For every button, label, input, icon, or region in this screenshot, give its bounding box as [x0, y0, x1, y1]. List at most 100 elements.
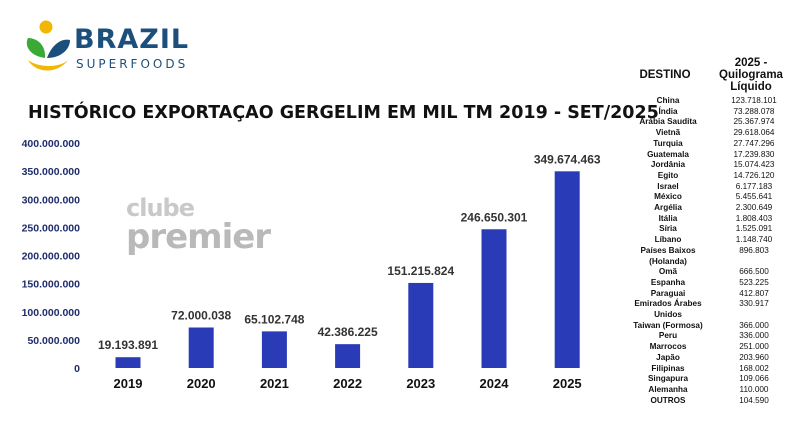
row-valor: 666.500	[739, 267, 769, 277]
header-destino: DESTINO	[639, 69, 691, 81]
row-destino: Jordânia	[650, 160, 686, 170]
row-valor: 14.726.120	[733, 170, 775, 180]
bar	[408, 282, 434, 368]
y-tick-label: 250.000.000	[22, 222, 81, 234]
row-valor: 5.455.641	[735, 192, 773, 202]
table-row: Jordânia 15.074.423	[622, 160, 794, 171]
row-destino: Taiwan (Formosa)	[633, 320, 703, 330]
y-tick-label: 0	[74, 363, 80, 375]
table-row: Taiwan (Formosa) 366.000	[622, 321, 794, 332]
row-destino: Singapura	[647, 374, 689, 384]
brand-name: BRAZIL	[74, 24, 190, 55]
row-destino: Paraguai	[650, 288, 686, 298]
table-row: Espanha 523.225	[622, 278, 794, 289]
x-tick-label: 2022	[333, 376, 362, 391]
row-destino: Índia	[658, 106, 678, 116]
row-valor: 896.803	[739, 245, 769, 255]
row-destino: Argélia	[654, 203, 682, 213]
table-row: Turquia 27.747.296	[622, 139, 794, 150]
x-tick-label: 2024	[480, 376, 510, 391]
brand-tagline: SUPERFOODS	[76, 57, 189, 71]
bar	[261, 331, 287, 368]
table-row: Itália 1.808.403	[622, 214, 794, 225]
x-tick-label: 2025	[553, 376, 582, 391]
data-label: 349.674.463	[534, 152, 601, 166]
x-tick-label: 2020	[187, 376, 216, 391]
row-destino: Omã	[658, 267, 678, 277]
row-valor: 1.148.740	[735, 235, 773, 245]
row-destino: China	[656, 96, 680, 105]
row-valor: 29.618.064	[733, 128, 775, 138]
table-row: China 123.718.101	[622, 96, 794, 107]
row-valor: 123.718.101	[731, 96, 777, 105]
row-destino: Vietnã	[655, 128, 681, 138]
table-row: Paraguai 412.807	[622, 289, 794, 300]
x-tick-label: 2023	[406, 376, 435, 391]
row-destino: Itália	[658, 213, 678, 223]
row-destino: Turquia	[653, 138, 683, 148]
row-valor: 1.808.403	[735, 213, 773, 223]
row-valor: 104.590	[739, 395, 769, 405]
row-destino: Guatemala	[647, 149, 689, 159]
row-destino: Síria	[659, 224, 677, 234]
watermark-line1: clube	[126, 194, 195, 222]
data-label: 246.650.301	[461, 210, 528, 224]
y-tick-label: 400.000.000	[22, 138, 81, 150]
row-valor: 168.002	[739, 363, 769, 373]
row-destino: OUTROS	[650, 395, 686, 405]
row-valor: 251.000	[739, 342, 769, 352]
table-row: Líbano 1.148.740	[622, 235, 794, 246]
row-valor: 73.288.078	[733, 106, 775, 116]
bar	[481, 229, 507, 368]
x-tick-label: 2019	[114, 376, 143, 391]
row-valor: 412.807	[739, 288, 769, 298]
row-destino: México	[654, 192, 682, 202]
table-row: Síria 1.525.091	[622, 224, 794, 235]
row-destino: Arábia Saudita	[639, 117, 697, 127]
row-valor: 523.225	[739, 277, 769, 287]
sprout-icon	[26, 20, 70, 71]
row-valor: 17.239.830	[733, 149, 775, 159]
y-tick-label: 50.000.000	[27, 335, 80, 347]
y-tick-label: 200.000.000	[22, 251, 81, 263]
row-valor: 336.000	[739, 331, 769, 341]
bar	[188, 327, 214, 368]
table-row: México 5.455.641	[622, 192, 794, 203]
table-header: DESTINO 2025 - Quilograma Líquido	[622, 54, 794, 96]
row-valor: 203.960	[739, 352, 769, 362]
y-tick-label: 350.000.000	[22, 166, 81, 178]
row-valor: 6.177.183	[735, 181, 773, 191]
table-row: Arábia Saudita 25.367.974	[622, 117, 794, 128]
data-label: 72.000.038	[171, 308, 231, 322]
table-row: Emirados Árabes Unidos 330.917	[622, 299, 794, 320]
chart-title: HISTÓRICO EXPORTAÇAO GERGELIM EM MIL TM …	[28, 103, 659, 123]
destination-table: DESTINO 2025 - Quilograma Líquido China 1…	[622, 54, 794, 406]
table-body: China 123.718.101 Índia 73.288.078 Arábia Sa…	[622, 96, 794, 406]
row-destino: Alemanha	[648, 384, 688, 394]
row-destino: Líbano	[654, 235, 682, 245]
table-row: Egito 14.726.120	[622, 171, 794, 182]
table-row: OUTROS 104.590	[622, 396, 794, 407]
row-destino: Emirados Árabes Unidos	[634, 299, 702, 320]
table-row: Argélia 2.300.649	[622, 203, 794, 214]
table-row: Índia 73.288.078	[622, 107, 794, 118]
row-destino: Israel	[657, 181, 679, 191]
table-row: Vietnã 29.618.064	[622, 128, 794, 139]
data-label: 151.215.824	[387, 264, 454, 278]
table-row: Omã 666.500	[622, 267, 794, 278]
row-destino: Filipinas	[651, 363, 685, 373]
data-label: 19.193.891	[98, 338, 158, 352]
bar	[554, 171, 580, 368]
table-row: Alemanha 110.000	[622, 385, 794, 396]
bar-chart: 0 50.000.000 100.000.000 150.000.000 200.000…	[22, 138, 601, 391]
table-row: Singapura 109.066	[622, 374, 794, 385]
table-row: Israel 6.177.183	[622, 182, 794, 193]
bar	[335, 344, 361, 368]
bar	[115, 357, 141, 368]
data-label: 42.386.225	[318, 325, 378, 339]
y-tick-label: 300.000.000	[22, 194, 81, 206]
row-valor: 15.074.423	[733, 160, 775, 170]
row-valor: 25.367.974	[733, 117, 775, 127]
row-destino: Espanha	[650, 277, 686, 287]
data-label: 65.102.748	[244, 312, 304, 326]
